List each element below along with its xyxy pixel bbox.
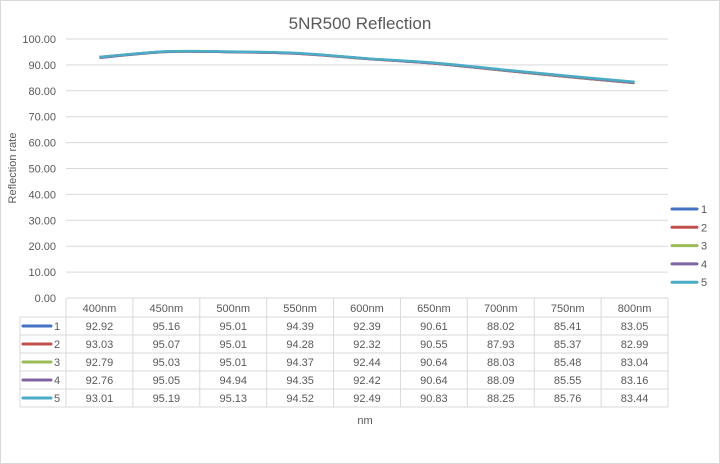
data-label: 94.52 bbox=[286, 393, 314, 405]
y-tick-label: 40.00 bbox=[28, 189, 56, 201]
data-label: 88.09 bbox=[487, 375, 515, 387]
data-label: 83.05 bbox=[621, 321, 649, 333]
table-series-label: 5 bbox=[54, 393, 60, 405]
data-label: 95.01 bbox=[219, 321, 247, 333]
legend-label: 5 bbox=[701, 277, 707, 289]
series-line-1 bbox=[99, 49, 635, 85]
data-label: 83.04 bbox=[621, 357, 649, 369]
data-label: 88.25 bbox=[487, 393, 515, 405]
data-label: 95.16 bbox=[153, 321, 181, 333]
x-tick-label: 500nm bbox=[216, 303, 250, 315]
data-label: 92.49 bbox=[353, 393, 381, 405]
legend-item-5: 5 bbox=[670, 277, 707, 289]
data-label: 95.07 bbox=[153, 339, 181, 351]
y-tick-label: 50.00 bbox=[28, 164, 56, 176]
legend-item-1: 1 bbox=[670, 204, 707, 216]
legend-label: 2 bbox=[701, 222, 707, 234]
y-tick-label: 60.00 bbox=[28, 138, 56, 150]
data-label: 94.35 bbox=[286, 375, 314, 387]
chart-title: 5NR500 Reflection bbox=[289, 14, 432, 33]
data-label: 95.03 bbox=[153, 357, 181, 369]
data-label: 95.19 bbox=[153, 393, 181, 405]
data-label: 85.55 bbox=[554, 375, 582, 387]
data-label: 83.44 bbox=[621, 393, 649, 405]
x-tick-label: 450nm bbox=[150, 303, 184, 315]
data-label: 95.05 bbox=[153, 375, 181, 387]
x-tick-label: 800nm bbox=[618, 303, 652, 315]
table-series-label: 1 bbox=[54, 321, 60, 333]
y-tick-label: 80.00 bbox=[28, 86, 56, 98]
series-line-2 bbox=[99, 50, 635, 85]
x-axis-label: nm bbox=[357, 415, 372, 427]
data-label: 85.48 bbox=[554, 357, 582, 369]
y-tick-label: 20.00 bbox=[28, 241, 56, 253]
data-label: 90.64 bbox=[420, 357, 448, 369]
data-label: 92.44 bbox=[353, 357, 381, 369]
data-label: 90.61 bbox=[420, 321, 448, 333]
y-tick-label: 100.00 bbox=[22, 34, 56, 46]
data-label: 92.39 bbox=[353, 321, 381, 333]
data-label: 90.55 bbox=[420, 339, 448, 351]
data-label: 92.42 bbox=[353, 375, 381, 387]
x-tick-label: 550nm bbox=[283, 303, 317, 315]
data-label: 92.92 bbox=[86, 321, 114, 333]
y-tick-label: 30.00 bbox=[28, 215, 56, 227]
data-label: 88.02 bbox=[487, 321, 515, 333]
data-label: 87.93 bbox=[487, 339, 515, 351]
legend-label: 4 bbox=[701, 259, 707, 271]
data-label: 94.39 bbox=[286, 321, 314, 333]
data-label: 95.01 bbox=[219, 339, 247, 351]
x-tick-label: 650nm bbox=[417, 303, 451, 315]
data-label: 93.03 bbox=[86, 339, 114, 351]
data-label: 90.64 bbox=[420, 375, 448, 387]
data-label: 94.94 bbox=[219, 375, 247, 387]
y-tick-label: 0.00 bbox=[35, 293, 56, 305]
data-label: 92.32 bbox=[353, 339, 381, 351]
x-tick-label: 400nm bbox=[83, 303, 117, 315]
data-label: 92.76 bbox=[86, 375, 114, 387]
table-series-label: 4 bbox=[54, 375, 60, 387]
y-axis-label: Reflection rate bbox=[7, 133, 19, 204]
table-series-label: 2 bbox=[54, 339, 60, 351]
legend-label: 1 bbox=[701, 204, 707, 216]
data-label: 90.83 bbox=[420, 393, 448, 405]
y-tick-label: 70.00 bbox=[28, 112, 56, 124]
data-label: 95.01 bbox=[219, 357, 247, 369]
series-line-4 bbox=[99, 50, 635, 84]
table-series-label: 3 bbox=[54, 357, 60, 369]
series-line-3 bbox=[99, 50, 635, 85]
data-label: 85.37 bbox=[554, 339, 582, 351]
legend-label: 3 bbox=[701, 241, 707, 253]
y-tick-label: 10.00 bbox=[28, 267, 56, 279]
x-tick-label: 700nm bbox=[484, 303, 518, 315]
y-tick-label: 90.00 bbox=[28, 60, 56, 72]
x-tick-label: 600nm bbox=[350, 303, 384, 315]
data-label: 95.13 bbox=[219, 393, 247, 405]
legend-item-2: 2 bbox=[670, 222, 707, 234]
data-label: 88.03 bbox=[487, 357, 515, 369]
data-label: 94.37 bbox=[286, 357, 314, 369]
data-label: 85.41 bbox=[554, 321, 582, 333]
legend-item-4: 4 bbox=[670, 259, 707, 271]
series-line-5 bbox=[99, 49, 635, 84]
data-label: 83.16 bbox=[621, 375, 649, 387]
data-label: 93.01 bbox=[86, 393, 114, 405]
data-label: 92.79 bbox=[86, 357, 114, 369]
legend-item-3: 3 bbox=[670, 241, 707, 253]
x-tick-label: 750nm bbox=[551, 303, 585, 315]
data-label: 85.76 bbox=[554, 393, 582, 405]
data-label: 94.28 bbox=[286, 339, 314, 351]
data-label: 82.99 bbox=[621, 339, 649, 351]
